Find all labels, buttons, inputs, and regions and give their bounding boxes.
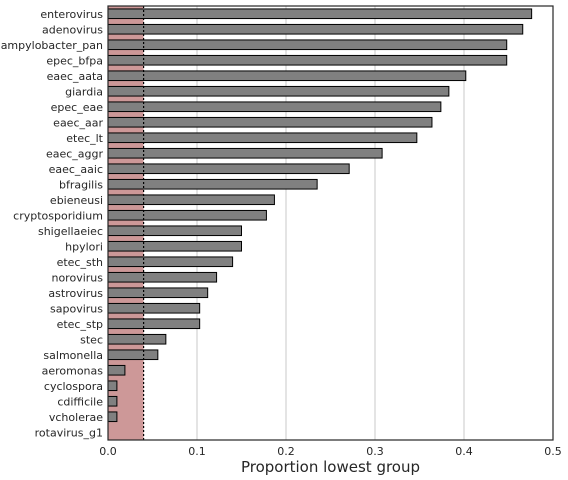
bars [107, 8, 533, 423]
bar [107, 70, 467, 82]
category-label: shigellaeiec [38, 225, 103, 238]
category-label: etec_stp [57, 318, 103, 331]
category-label: hpylori [65, 240, 103, 253]
category-label: norovirus [51, 271, 103, 284]
bar [107, 85, 450, 97]
bar [107, 271, 218, 283]
x-tick-label: 0.2 [277, 445, 295, 458]
bar [107, 256, 234, 268]
category-label: etec_lt [66, 132, 103, 145]
bar [107, 318, 201, 330]
bar [107, 349, 159, 361]
category-label: enterovirus [40, 8, 103, 21]
bar [107, 39, 508, 51]
category-label: ebieneusi [50, 194, 103, 207]
category-label: cyclospora [44, 380, 103, 393]
x-tick-label: 0.0 [99, 445, 117, 458]
bar [107, 194, 275, 206]
category-label: bfragilis [59, 178, 103, 191]
bar [107, 395, 118, 407]
bar [107, 225, 242, 237]
x-tick-label: 0.4 [455, 445, 473, 458]
x-tick-labels: 0.0 0.1 0.2 0.3 0.4 0.5 [99, 445, 562, 458]
x-tick-label: 0.1 [188, 445, 206, 458]
category-label: eaec_aaic [49, 163, 103, 176]
category-label: cdifficile [57, 395, 103, 408]
category-label: rotavirus_g1 [35, 426, 103, 439]
bar [107, 116, 433, 128]
bar [107, 101, 442, 113]
category-label: sapovirus [50, 302, 103, 315]
category-label: eaec_aggr [46, 147, 104, 160]
bar [107, 287, 209, 299]
bar [107, 178, 318, 190]
plot-frame [107, 5, 554, 441]
category-label: epec_bfpa [46, 54, 103, 67]
bar [107, 302, 201, 314]
bar [107, 380, 118, 392]
bar [107, 209, 267, 221]
category-label: aeromonas [42, 364, 104, 377]
category-label: epec_eae [51, 101, 104, 114]
category-labels: enterovirus adenovirus campylobacter_panep… [0, 8, 104, 440]
bar [107, 333, 167, 345]
category-label: vcholerae [49, 411, 103, 424]
category-label: giardia [65, 85, 103, 98]
category-label: eaec_aata [47, 70, 103, 83]
category-label: salmonella [43, 349, 103, 362]
x-axis-title: Proportion lowest group [241, 458, 420, 476]
category-label: astrovirus [48, 287, 103, 300]
bar [107, 163, 350, 175]
bar [107, 132, 418, 144]
x-tick-label: 0.3 [366, 445, 384, 458]
bar [107, 23, 524, 35]
bar [107, 240, 242, 252]
category-label: etec_sth [57, 256, 103, 269]
bar [107, 411, 118, 423]
category-label: stec [80, 333, 103, 346]
bar [107, 147, 383, 159]
x-tick-label: 0.5 [544, 445, 562, 458]
category-label: eaec_aar [53, 116, 103, 129]
bar [107, 364, 126, 376]
category-label: campylobacter_pan [0, 39, 103, 52]
category-label: cryptosporidium [13, 209, 103, 222]
category-label: adenovirus [42, 23, 103, 36]
bar [107, 8, 533, 20]
bar [107, 54, 508, 66]
